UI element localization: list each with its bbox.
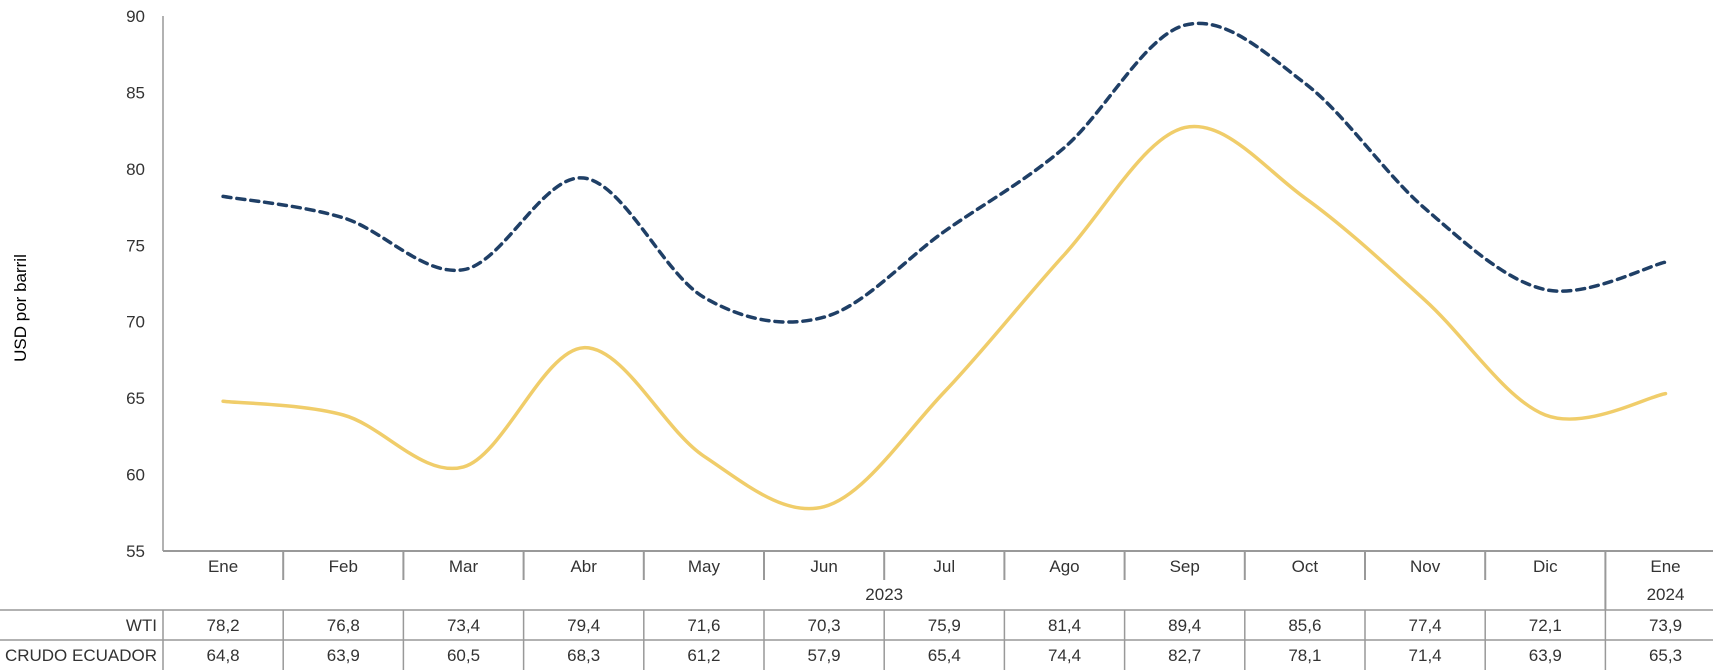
x-tick-label: Dic [1533,557,1558,576]
table-cell: 65,3 [1649,646,1682,665]
x-tick-label: Jun [810,557,837,576]
y-tick-label: 70 [126,313,145,332]
table-cell: 73,4 [447,616,480,635]
x-tick-label: Oct [1292,557,1319,576]
table-cell: 64,8 [207,646,240,665]
table-cell: 63,9 [327,646,360,665]
x-tick-label: Nov [1410,557,1441,576]
table-cell: 61,2 [687,646,720,665]
y-tick-label: 75 [126,236,145,255]
data-table: Ene Feb Mar Abr May Jun Jul Ago Sep Oct Nov Dic Ene 2… [0,550,1713,670]
x-tick-label: Ene [208,557,238,576]
table-cell: 79,4 [567,616,600,635]
table-cell: 82,7 [1168,646,1201,665]
y-tick-label: 55 [126,542,145,561]
table-row-label: WTI [126,616,157,635]
table-cell: 77,4 [1409,616,1442,635]
series-line-crudo-ecuador [221,124,1668,511]
table-cell: 89,4 [1168,616,1201,635]
table-cell: 78,1 [1288,646,1321,665]
table-cell: 63,9 [1529,646,1562,665]
y-tick-label: 65 [126,389,145,408]
table-row-label: CRUDO ECUADOR [5,646,157,665]
table-cell: 75,9 [928,616,961,635]
series-line-wti [221,21,1668,324]
x-tick-label: Abr [570,557,597,576]
table-cell: 68,3 [567,646,600,665]
table-cell: 71,4 [1409,646,1442,665]
y-tick-label: 85 [126,83,145,102]
x-tick-label: Ago [1049,557,1079,576]
x-tick-label: Sep [1170,557,1200,576]
y-axis-ticks: 55 60 65 70 75 80 85 90 [126,7,145,561]
table-cell: 78,2 [207,616,240,635]
x-tick-label: May [688,557,721,576]
table-cell: 70,3 [808,616,841,635]
x-tick-label: Ene [1650,557,1680,576]
table-cell: 57,9 [808,646,841,665]
table-cell: 85,6 [1288,616,1321,635]
table-cell: 76,8 [327,616,360,635]
table-cell: 74,4 [1048,646,1081,665]
x-tick-label: Mar [449,557,479,576]
table-cell: 72,1 [1529,616,1562,635]
year-label: 2024 [1647,585,1685,604]
table-cell: 81,4 [1048,616,1081,635]
table-cell: 73,9 [1649,616,1682,635]
y-tick-label: 80 [126,160,145,179]
series-lines [221,21,1668,511]
year-label: 2023 [865,585,903,604]
x-tick-label: Feb [329,557,358,576]
table-cell: 71,6 [687,616,720,635]
y-tick-label: 90 [126,7,145,26]
y-axis-title: USD por barril [11,254,30,362]
x-tick-label: Jul [933,557,955,576]
table-cell: 60,5 [447,646,480,665]
y-tick-label: 60 [126,466,145,485]
table-cell: 65,4 [928,646,961,665]
